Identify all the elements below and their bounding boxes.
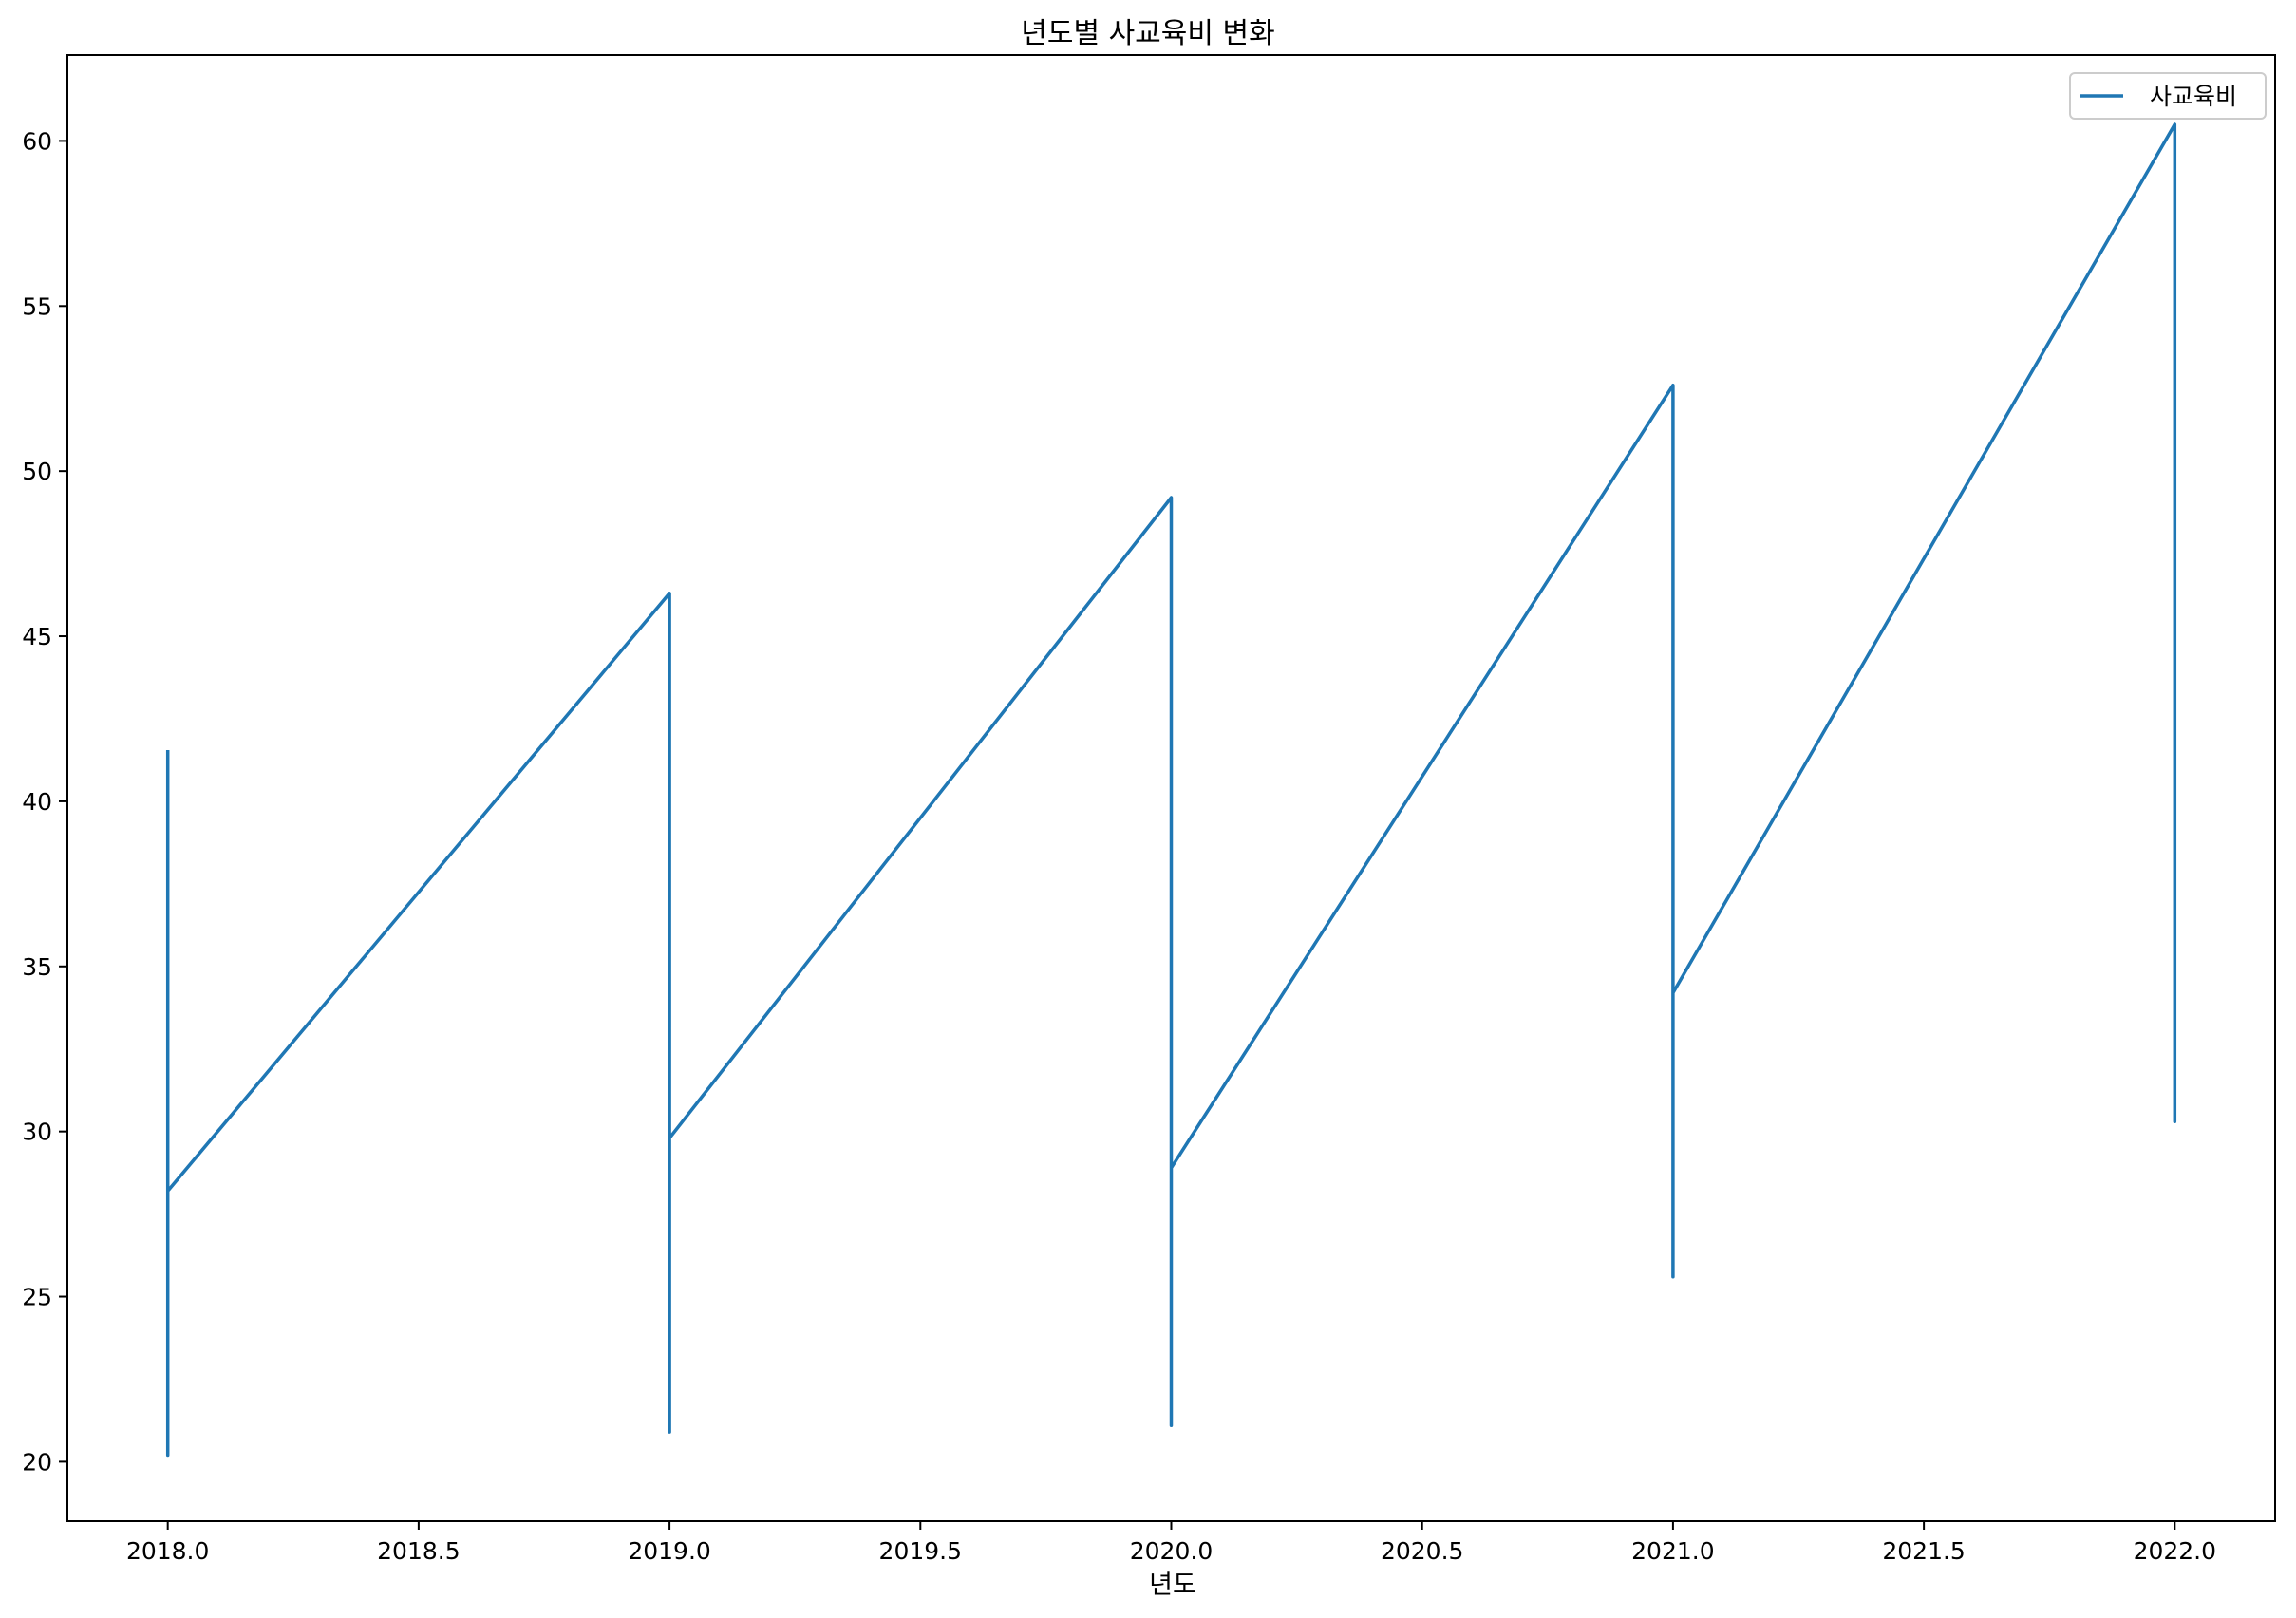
- y-tick-label: 55: [22, 292, 52, 320]
- x-tick-label: 2020.0: [1130, 1537, 1213, 1565]
- x-tick-label: 2022.0: [2134, 1537, 2216, 1565]
- x-tick-label: 2018.5: [377, 1537, 460, 1565]
- x-axis-label: 년도: [1149, 1571, 1196, 1600]
- legend-label: 사교육비: [2150, 83, 2237, 110]
- x-axis: 2018.0 2018.5 2019.0 2019.5 2020.0 2020.5 2021…: [126, 1521, 2216, 1565]
- y-tick-label: 35: [22, 953, 52, 981]
- y-tick-label: 60: [22, 127, 52, 155]
- y-tick-label: 25: [22, 1284, 52, 1311]
- x-tick-label: 2021.0: [1631, 1537, 1714, 1565]
- chart-title: 년도별 사교육비 변화: [1021, 17, 1274, 50]
- legend-box: [2069, 72, 2267, 120]
- y-tick-label: 20: [22, 1448, 52, 1476]
- y-tick-label: 40: [22, 788, 52, 816]
- x-tick-label: 2020.5: [1381, 1537, 1463, 1565]
- x-tick-label: 2018.0: [126, 1537, 209, 1565]
- x-tick-label: 2019.0: [628, 1537, 710, 1565]
- y-tick-label: 50: [22, 458, 52, 485]
- series-line-0: [165, 122, 2177, 1458]
- y-tick-label: 45: [22, 623, 52, 650]
- x-tick-label: 2021.5: [1882, 1537, 1965, 1565]
- legend: 사교육비: [2069, 72, 2267, 120]
- y-axis: 20 25 30 35 40 45 50 55 60: [22, 127, 67, 1476]
- x-tick-label: 2019.5: [879, 1537, 962, 1565]
- y-tick-label: 30: [22, 1119, 52, 1146]
